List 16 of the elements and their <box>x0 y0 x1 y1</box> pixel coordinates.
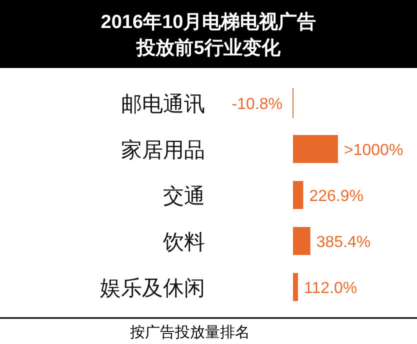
bar <box>293 181 304 209</box>
y-tick-label: 家居用品 <box>121 139 205 162</box>
bar <box>293 273 298 301</box>
data-label: 385.4% <box>316 234 371 251</box>
y-tick-label: 邮电通讯 <box>121 93 205 116</box>
data-label: -10.8% <box>232 96 283 113</box>
data-label: 112.0% <box>304 280 358 297</box>
y-tick-label: 饮料 <box>162 231 205 254</box>
bar <box>293 135 338 163</box>
y-tick-label: 娱乐及休闲 <box>100 277 205 300</box>
data-label: 226.9% <box>309 188 364 205</box>
data-label: >1000% <box>344 142 404 159</box>
chart-title: 2016年10月电梯电视广告投放前5行业变化 <box>100 11 316 59</box>
y-tick-label: 交通 <box>163 185 205 208</box>
bar <box>293 227 310 255</box>
text: 按广告投放量排名 <box>130 324 250 341</box>
